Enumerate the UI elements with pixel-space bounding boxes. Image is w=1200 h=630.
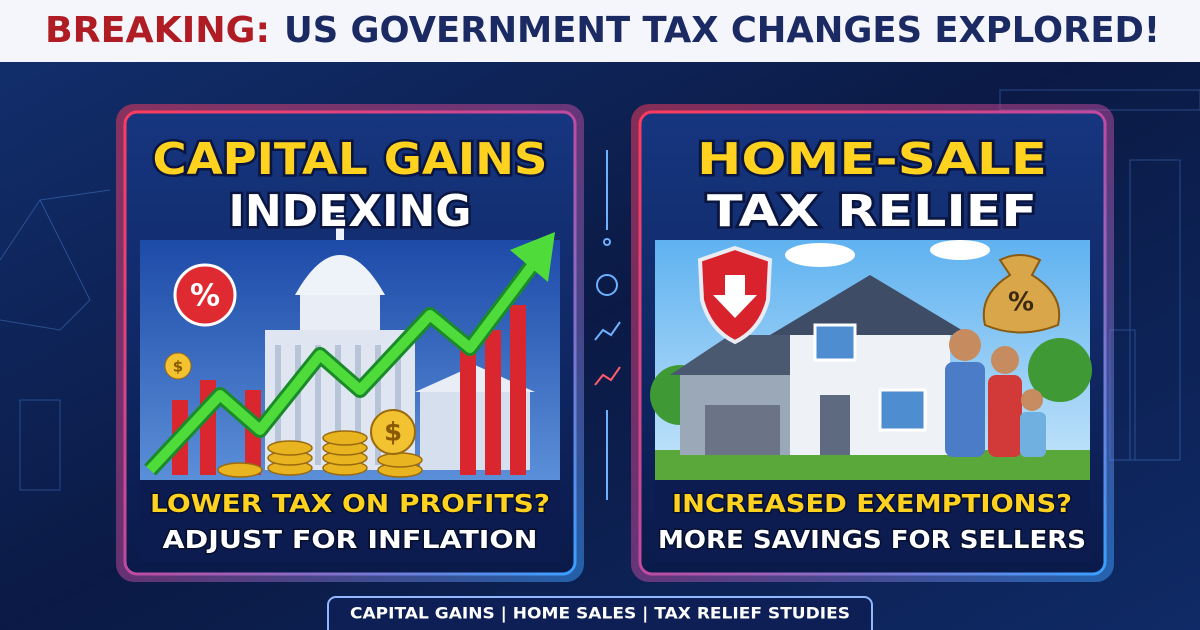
caption-bg [140,480,560,562]
arrow [146,251,544,474]
panel-title: TAX RELIEF [707,186,1037,237]
cloud [785,243,855,267]
bars [172,305,526,475]
panel-subtitle: LOWER TAX ON PROFITS? [150,489,550,518]
header-band [0,0,1200,62]
arrow-head [510,232,555,282]
icon-label: % [190,279,220,314]
panel-glow [116,104,584,582]
divider-icons [594,150,621,500]
icon-label: $ [384,418,402,448]
cloud [930,240,990,260]
icon-label: % [1008,288,1034,318]
coin [370,409,416,455]
shield-arrow [713,275,757,318]
header-label: BREAKING: [45,10,270,51]
panel-title: CAPITAL GAINS [153,134,548,185]
caption-bg [655,480,1090,562]
family [945,329,1046,457]
footer-pill [327,596,873,630]
icon-label: $ [173,358,183,376]
percent-badge [173,263,237,327]
panel-title: HOME-SALE [697,134,1047,185]
coin [164,352,192,380]
house [670,275,970,455]
header-title: US GOVERNMENT TAX CHANGES EXPLORED! [284,10,1160,51]
footer-text: CAPITAL GAINS | HOME SALES | TAX RELIEF … [350,604,850,624]
tree [1028,338,1092,402]
panel-subtitle: MORE SAVINGS FOR SELLERS [658,525,1086,554]
money-bag [982,254,1061,334]
coins [217,430,423,478]
panel-title: INDEXING [228,186,471,237]
panel-subtitle: ADJUST FOR INFLATION [163,525,538,554]
panel-subtitle: INCREASED EXEMPTIONS? [672,489,1072,518]
panel-glow [631,104,1114,582]
